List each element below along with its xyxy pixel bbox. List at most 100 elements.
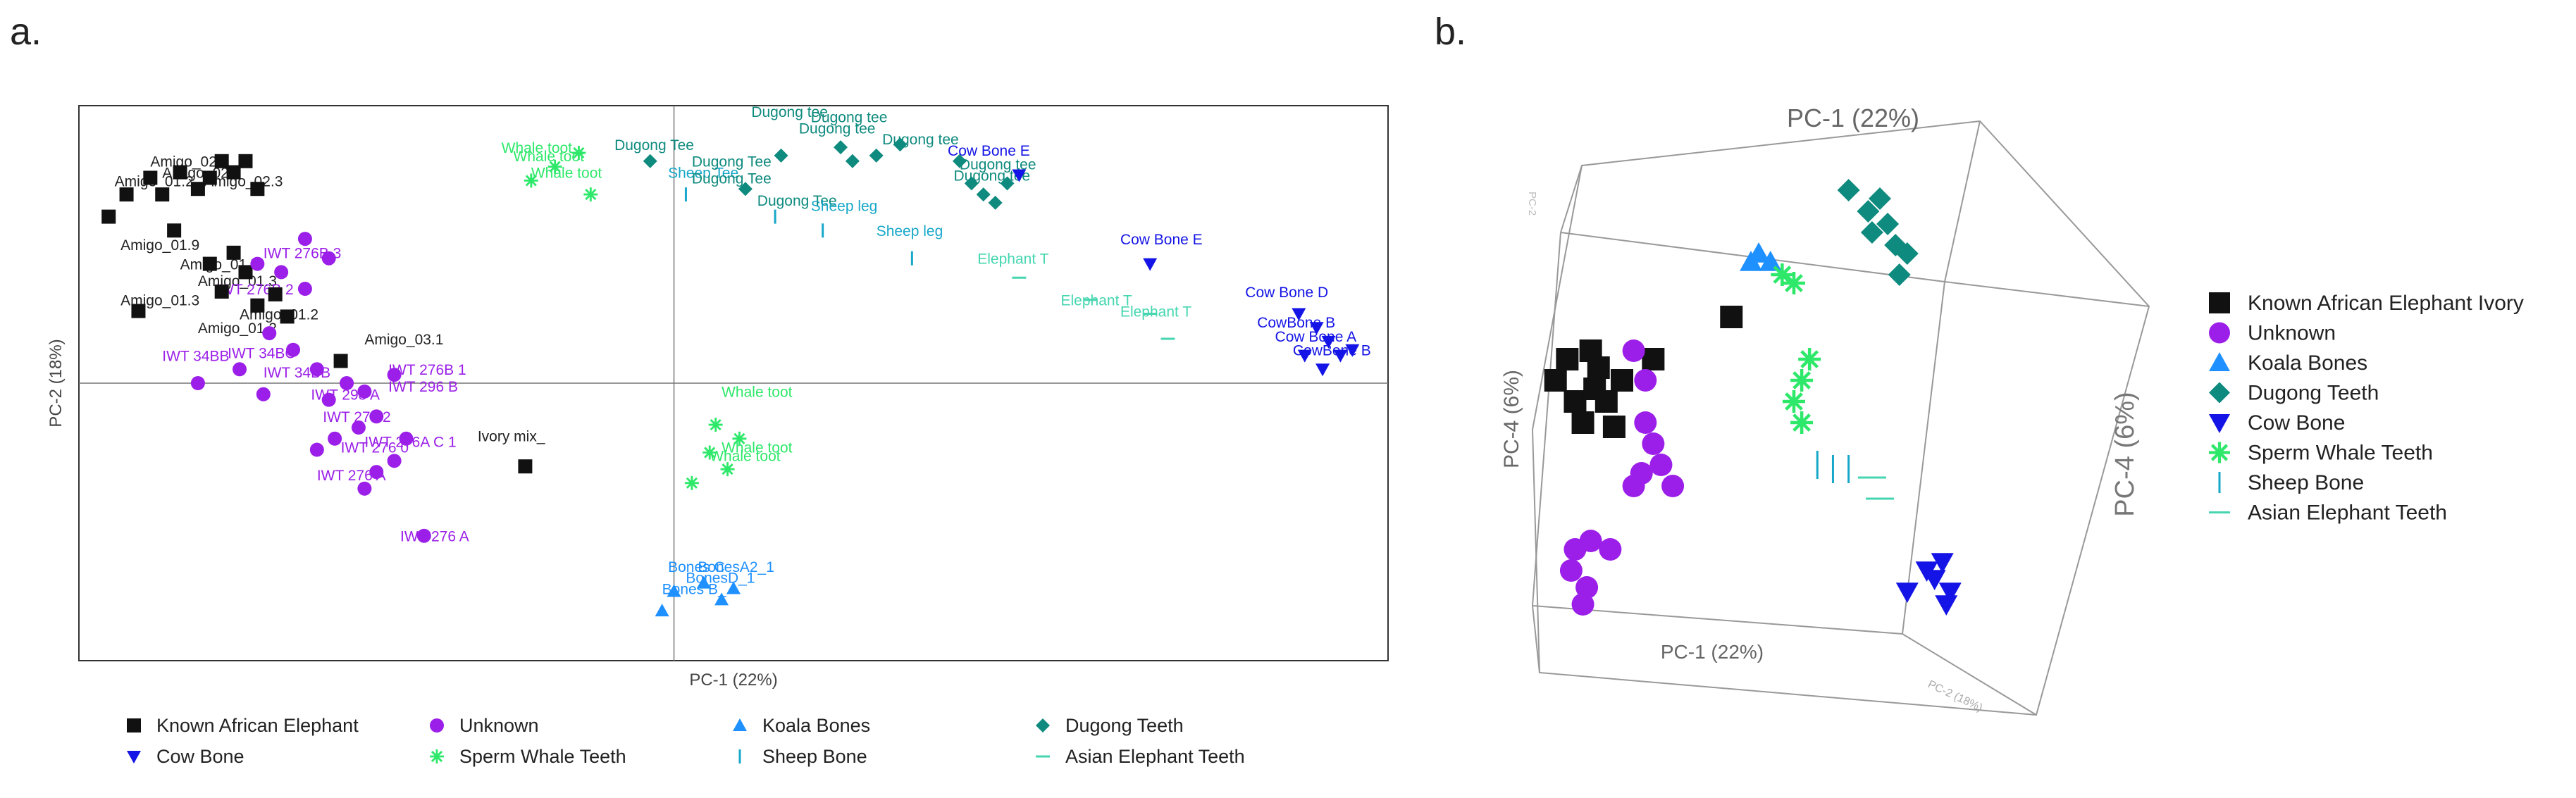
pca-panel-a: PC-1 (22%)PC-2 (18%)Amigo_02.3Amigo_02.3… xyxy=(47,104,1389,767)
point-b-known-african-elephant-ivory-4 xyxy=(1571,411,1594,434)
point-label-49: Elephant T xyxy=(977,251,1048,268)
legend-a-marker-cow-bone xyxy=(127,751,141,763)
point-a-unknown-21 xyxy=(190,376,205,390)
point-b-dugong-teeth-7 xyxy=(1888,263,1911,286)
point-a-sperm-whale-teeth-3 xyxy=(583,187,598,202)
point-label-34: Whale toot xyxy=(710,448,781,464)
point-a-dugong-teeth-9 xyxy=(976,187,991,202)
point-b-dugong-teeth-0 xyxy=(1837,179,1860,201)
point-a-cow-bone-2 xyxy=(1292,308,1306,321)
legend-b-marker-unknown xyxy=(2209,322,2230,344)
point-a-unknown-23 xyxy=(256,387,271,401)
legend-b: Known African Elephant Ivory Unknown Koala… xyxy=(2209,292,2524,525)
legend-a-marker-sperm-whale-teeth xyxy=(430,749,444,763)
point-a-cow-bone-8 xyxy=(1345,344,1360,357)
point-label-40: Dugong tee xyxy=(751,104,828,120)
point-a-unknown-3 xyxy=(274,265,289,280)
axis-label-left: PC-4 (6%) xyxy=(1500,370,1523,468)
series-a-dugong-teeth xyxy=(643,137,1015,210)
point-a-unknown-18 xyxy=(309,442,324,457)
point-b-sperm-whale-teeth-4 xyxy=(1783,390,1805,413)
point-b-dugong-teeth-4 xyxy=(1860,221,1883,244)
point-b-sperm-whale-teeth-2 xyxy=(1790,369,1814,392)
point-b-unknown-11 xyxy=(1575,576,1599,599)
point-labels-a: Amigo_02.3Amigo_02.3Amigo_01.2Amigo_02.3… xyxy=(115,104,1371,598)
point-b-known-african-elephant-ivory-0 xyxy=(1544,369,1567,392)
point-label-52: Cow Bone E xyxy=(1120,232,1203,248)
point-a-unknown-20 xyxy=(416,528,431,543)
point-b-sperm-whale-teeth-0 xyxy=(1771,263,1794,286)
point-a-koala-bones-0 xyxy=(667,584,681,597)
point-a-known-african-elephant-13 xyxy=(226,245,241,260)
point-label-4: Amigo_01.9 xyxy=(120,237,199,254)
point-label-25: Bones C xyxy=(668,559,725,575)
point-b-dugong-teeth-2 xyxy=(1869,187,1891,210)
series-b-asian-elephant-teeth xyxy=(1857,476,1894,500)
point-a-known-african-elephant-20 xyxy=(333,354,348,368)
point-b-known-african-elephant-ivory-8 xyxy=(1611,369,1633,392)
point-a-known-african-elephant-18 xyxy=(280,309,295,324)
legend-a-label-asian-elephant-teeth: Asian Elephant Teeth xyxy=(1065,746,1245,767)
cube-edge-1 xyxy=(1560,165,1583,233)
legend-b-label-sheep-bone: Sheep Bone xyxy=(2248,471,2364,494)
point-a-known-african-elephant-4 xyxy=(173,165,187,180)
point-b-cow-bone-4 xyxy=(1938,582,1962,603)
point-label-16: IWT 34BC xyxy=(228,346,295,362)
point-a-dugong-teeth-11 xyxy=(988,195,1003,210)
point-b-dugong-teeth-1 xyxy=(1857,200,1880,223)
legend-a-marker-koala-bones xyxy=(733,718,747,731)
point-a-cow-bone-4 xyxy=(1321,335,1336,349)
point-a-unknown-15 xyxy=(387,454,402,468)
point-a-dugong-teeth-3 xyxy=(834,140,848,155)
series-a-koala-bones xyxy=(655,575,741,617)
legend-b-marker-dugong-teeth xyxy=(2209,382,2230,404)
point-a-dugong-teeth-5 xyxy=(869,148,884,163)
series-b-unknown xyxy=(1559,339,1685,616)
point-a-known-african-elephant-15 xyxy=(238,265,253,280)
point-label-47: Sheep leg xyxy=(811,199,878,215)
point-a-unknown-14 xyxy=(399,431,414,446)
point-a-koala-bones-2 xyxy=(714,592,729,606)
point-a-known-african-elephant-16 xyxy=(250,298,265,313)
point-label-23: IWT 276 A xyxy=(317,468,386,484)
point-a-sperm-whale-teeth-7 xyxy=(720,462,735,477)
point-b-known-african-elephant-ivory-11 xyxy=(1720,306,1743,328)
cube-edge-8 xyxy=(1532,605,1540,673)
legend-b-marker-known-african-elephant-ivory xyxy=(2209,292,2230,313)
point-label-36: Sheep Tee xyxy=(668,165,738,181)
point-b-known-african-elephant-ivory-9 xyxy=(1579,339,1602,362)
point-a-unknown-6 xyxy=(286,342,301,357)
cube-edge-6 xyxy=(1532,605,1903,635)
point-a-cow-bone-0 xyxy=(1012,169,1027,182)
legend-a-marker-unknown xyxy=(430,718,444,732)
point-label-11: Ivory mix_ xyxy=(478,429,545,445)
point-a-unknown-16 xyxy=(369,465,384,480)
point-a-known-african-elephant-8 xyxy=(226,165,241,180)
legend-a-label-dugong-teeth: Dugong Teeth xyxy=(1065,715,1184,736)
point-label-31: Whale toot xyxy=(531,165,602,181)
legend-b-label-dugong-teeth: Dugong Teeth xyxy=(2248,382,2379,405)
point-label-39: Dugong Tee xyxy=(757,193,837,209)
point-a-cow-bone-7 xyxy=(1297,349,1312,363)
legend-a-marker-known-african-elephant xyxy=(127,718,141,732)
point-a-known-african-elephant-10 xyxy=(250,182,265,197)
point-b-sperm-whale-teeth-5 xyxy=(1790,411,1814,434)
axis-label-faint-top: PC-2 xyxy=(1526,192,1538,216)
cube-edge-4 xyxy=(1902,281,1945,635)
point-a-unknown-19 xyxy=(357,481,372,496)
point-a-known-african-elephant-6 xyxy=(202,170,217,185)
point-a-koala-bones-4 xyxy=(726,581,741,594)
point-b-cow-bone-3 xyxy=(1931,553,1954,573)
point-label-26: BonesA2_1 xyxy=(698,559,774,575)
series-a-cow-bone xyxy=(1012,169,1360,377)
point-label-14: IWT 34BB xyxy=(162,348,229,364)
legend-a-label-cow-bone: Cow Bone xyxy=(156,746,244,767)
point-b-unknown-9 xyxy=(1579,530,1602,552)
point-a-unknown-0 xyxy=(297,232,312,247)
point-a-dugong-teeth-7 xyxy=(952,154,967,168)
point-b-unknown-5 xyxy=(1649,454,1673,476)
point-label-42: Dugong tee xyxy=(799,120,876,137)
point-b-known-african-elephant-ivory-5 xyxy=(1594,390,1618,413)
point-a-dugong-teeth-4 xyxy=(845,154,860,168)
point-label-38: Dugong Tee xyxy=(692,170,772,187)
